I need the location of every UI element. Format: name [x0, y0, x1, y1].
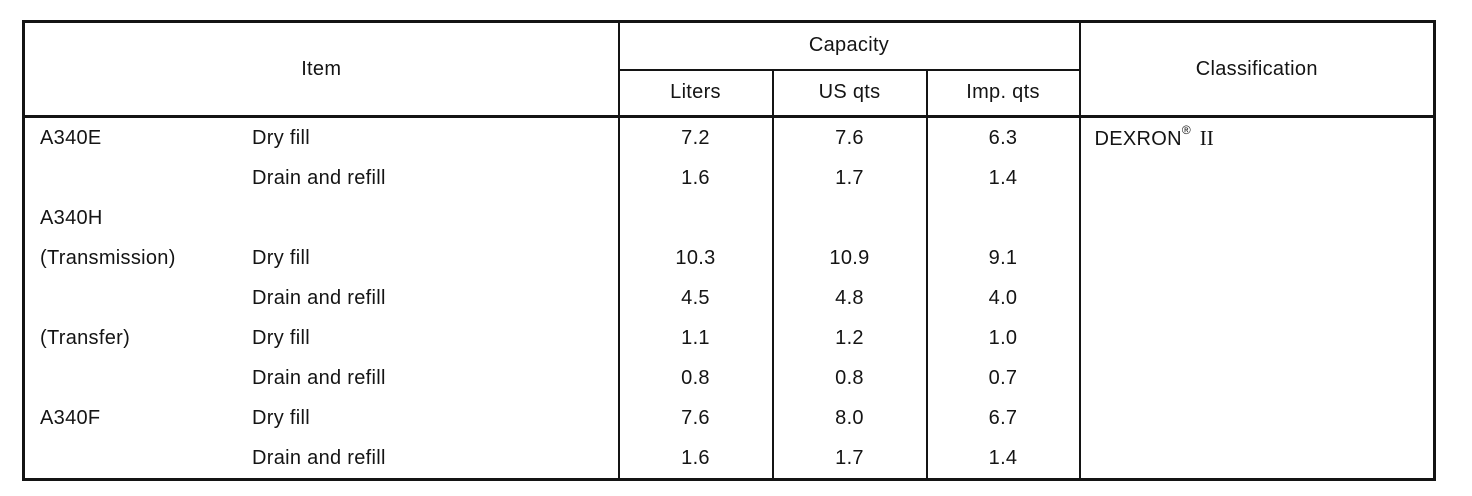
column-header-classification: Classification — [1078, 21, 1435, 118]
item-cell-content: Drain and refill — [25, 447, 618, 470]
table-body: A340E Dry fill 7.2 7.6 6.3 DEXRON® II Dra… — [24, 116, 1435, 480]
column-header-liters: Liters — [618, 69, 773, 118]
us-qts-value: 4.8 — [771, 278, 927, 318]
liters-value: 1.6 — [617, 158, 773, 198]
fill-type-label: Dry fill — [252, 326, 310, 349]
item-model-label: A340F — [40, 406, 101, 429]
item-cell: Drain and refill — [24, 158, 619, 198]
classification-cell-empty — [1078, 278, 1435, 318]
liters-value: 10.3 — [617, 238, 773, 278]
liters-value: 4.5 — [617, 278, 773, 318]
fill-type-label: Drain and refill — [252, 446, 386, 469]
table-row: A340F Dry fill 7.6 8.0 6.7 — [24, 398, 1435, 438]
liters-value: 0.8 — [617, 358, 773, 398]
item-cell-content: A340H — [25, 207, 618, 230]
classification-cell-empty — [1078, 438, 1435, 480]
column-header-capacity: Capacity — [618, 21, 1080, 71]
us-qts-value: 1.2 — [771, 318, 927, 358]
item-cell-content: A340E Dry fill — [25, 127, 618, 150]
item-model-label: (Transmission) — [40, 246, 176, 269]
classification-cell-empty — [1078, 198, 1435, 238]
fill-type-label: Dry fill — [252, 406, 310, 429]
item-cell: A340E Dry fill — [24, 117, 619, 159]
us-qts-value: 0.8 — [771, 358, 927, 398]
item-cell-content: Drain and refill — [25, 367, 618, 390]
item-cell: Drain and refill — [24, 438, 619, 480]
table-row: A340H — [24, 198, 1435, 238]
item-cell-content: (Transfer) Dry fill — [25, 327, 618, 350]
us-qts-value: 1.7 — [771, 438, 927, 480]
table-row: (Transfer) Dry fill 1.1 1.2 1.0 — [24, 318, 1435, 358]
table-row: (Transmission) Dry fill 10.3 10.9 9.1 — [24, 238, 1435, 278]
item-cell: Drain and refill — [24, 278, 619, 318]
classification-value: DEXRON® II — [1078, 116, 1435, 158]
imp-qts-value: 1.4 — [925, 438, 1080, 480]
registered-trademark-symbol: ® — [1181, 122, 1191, 137]
imp-qts-value: 6.3 — [925, 116, 1080, 158]
classification-cell-empty — [1078, 318, 1435, 358]
column-header-item: Item — [23, 21, 620, 118]
imp-qts-value: 0.7 — [925, 358, 1080, 398]
column-header-imp-qts: Imp. qts — [925, 69, 1080, 118]
fill-type-label: Drain and refill — [252, 286, 386, 309]
imp-qts-value: 9.1 — [925, 238, 1080, 278]
item-cell-content: A340F Dry fill — [25, 407, 618, 430]
fill-type-label: Drain and refill — [252, 366, 386, 389]
table-row: A340E Dry fill 7.2 7.6 6.3 DEXRON® II — [24, 116, 1435, 159]
liters-value: 7.2 — [617, 116, 773, 158]
column-header-us-qts: US qts — [771, 69, 927, 118]
imp-qts-value: 1.0 — [925, 318, 1080, 358]
fluid-capacity-table: Item Capacity Classification Liters US q… — [22, 20, 1436, 481]
fill-type-label: Dry fill — [252, 246, 310, 269]
table-row: Drain and refill 1.6 1.7 1.4 — [24, 158, 1435, 198]
liters-value: 7.6 — [617, 398, 773, 438]
table-row: Drain and refill 4.5 4.8 4.0 — [24, 278, 1435, 318]
table-header: Item Capacity Classification Liters US q… — [23, 21, 1435, 118]
us-qts-value: 8.0 — [771, 398, 927, 438]
item-cell: A340F Dry fill — [24, 398, 619, 438]
item-model-label: (Transfer) — [40, 326, 131, 349]
item-model-label: A340H — [40, 206, 103, 229]
item-cell: (Transfer) Dry fill — [24, 318, 619, 358]
classification-grade-numeral: II — [1199, 125, 1214, 150]
classification-brand: DEXRON — [1094, 127, 1182, 150]
us-qts-value — [771, 198, 927, 238]
liters-value: 1.1 — [617, 318, 773, 358]
item-cell: Drain and refill — [24, 358, 619, 398]
classification-cell-empty — [1078, 398, 1435, 438]
classification-cell-empty — [1078, 238, 1435, 278]
imp-qts-value: 6.7 — [925, 398, 1080, 438]
item-cell-content: Drain and refill — [25, 287, 618, 310]
item-cell: A340H — [24, 198, 619, 238]
liters-value: 1.6 — [617, 438, 773, 480]
us-qts-value: 1.7 — [771, 158, 927, 198]
us-qts-value: 7.6 — [771, 116, 927, 158]
imp-qts-value — [925, 198, 1080, 238]
imp-qts-value: 4.0 — [925, 278, 1080, 318]
fill-type-label: Drain and refill — [252, 166, 386, 189]
us-qts-value: 10.9 — [771, 238, 927, 278]
item-model-label: A340E — [40, 126, 102, 149]
liters-value — [617, 198, 773, 238]
item-cell-content: Drain and refill — [25, 167, 618, 190]
item-cell-content: (Transmission) Dry fill — [25, 247, 618, 270]
classification-cell-empty — [1078, 158, 1435, 198]
table-row: Drain and refill 0.8 0.8 0.7 — [24, 358, 1435, 398]
table-row: Drain and refill 1.6 1.7 1.4 — [24, 438, 1435, 480]
item-cell: (Transmission) Dry fill — [24, 238, 619, 278]
classification-cell-empty — [1078, 358, 1435, 398]
imp-qts-value: 1.4 — [925, 158, 1080, 198]
fill-type-label: Dry fill — [252, 126, 310, 149]
